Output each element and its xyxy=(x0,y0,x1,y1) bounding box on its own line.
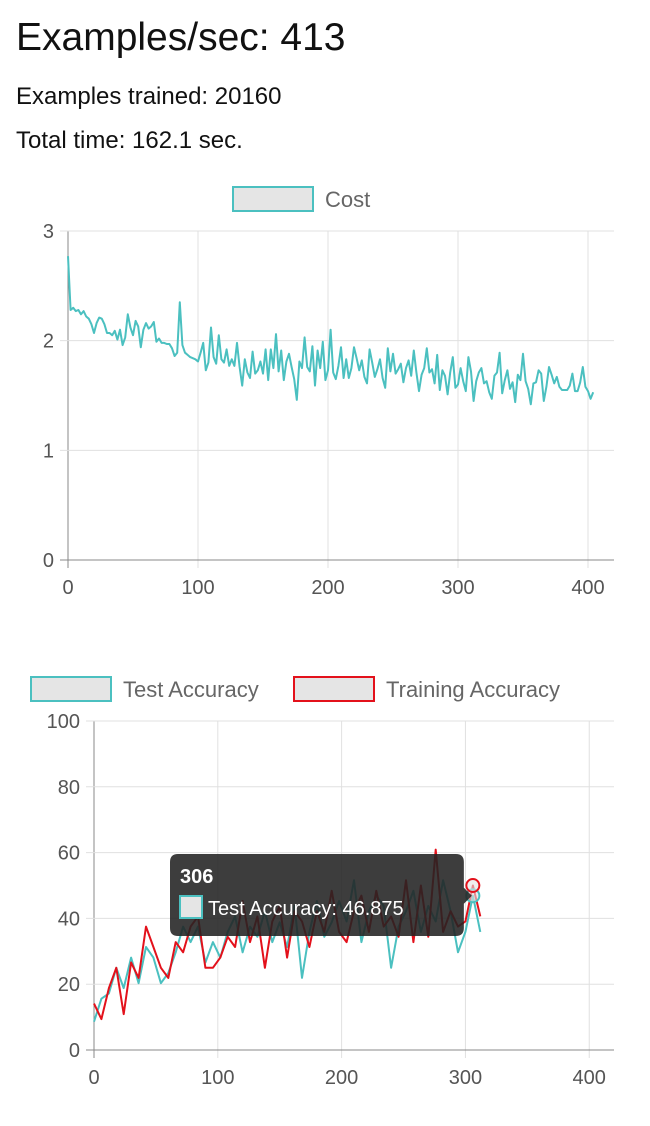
y-tick-label: 40 xyxy=(58,908,80,930)
cost-axes: 0 100 200 300 400 0 1 2 3 xyxy=(43,221,605,599)
x-tick-label: 200 xyxy=(325,1067,358,1089)
examples-per-sec-title: Examples/sec: 413 xyxy=(16,16,346,59)
cost-series xyxy=(67,256,595,406)
examples-trained-text: Examples trained: 20160 xyxy=(16,83,282,110)
y-tick-label: 60 xyxy=(58,843,80,865)
tooltip-box xyxy=(170,854,472,936)
accuracy-chart: Test Accuracy Training Accuracy 0 100 200 30… xyxy=(30,676,614,1089)
legend-label: Cost xyxy=(325,187,370,212)
y-tick-label: 20 xyxy=(58,974,80,996)
hover-point-marker xyxy=(465,878,481,893)
tooltip-body: Test Accuracy: 46.875 xyxy=(208,898,404,920)
x-tick-label: 0 xyxy=(88,1067,99,1089)
x-tick-label: 400 xyxy=(573,1067,606,1089)
accuracy-grid xyxy=(86,720,614,1058)
legend-label: Training Accuracy xyxy=(386,677,560,702)
cost-grid xyxy=(60,230,614,568)
y-tick-label: 3 xyxy=(43,221,54,243)
accuracy-axes: 0 100 200 300 400 0 20 40 60 80 100 xyxy=(47,711,606,1089)
y-tick-label: 1 xyxy=(43,440,54,462)
legend-swatch xyxy=(30,676,112,702)
legend-swatch xyxy=(232,186,314,212)
y-tick-label: 0 xyxy=(69,1040,80,1062)
series-line-a xyxy=(67,256,595,406)
accuracy-tooltip: 306 Test Accuracy: 46.875 xyxy=(170,854,481,936)
y-tick-label: 0 xyxy=(43,550,54,572)
accuracy-legend[interactable]: Test Accuracy Training Accuracy xyxy=(30,676,560,702)
y-tick-label: 100 xyxy=(47,711,80,733)
x-tick-label: 100 xyxy=(181,577,214,599)
cost-chart: Cost 0 100 200 300 400 0 1 2 3 xyxy=(43,186,614,599)
total-time-text: Total time: 162.1 sec. xyxy=(16,127,243,154)
x-tick-label: 300 xyxy=(441,577,474,599)
y-tick-label: 80 xyxy=(58,777,80,799)
x-tick-label: 0 xyxy=(62,577,73,599)
x-tick-label: 100 xyxy=(201,1067,234,1089)
tooltip-title: 306 xyxy=(180,866,213,888)
x-tick-label: 200 xyxy=(311,577,344,599)
legend-item-test-accuracy[interactable]: Test Accuracy xyxy=(30,676,259,702)
legend-swatch xyxy=(293,676,375,702)
x-tick-label: 300 xyxy=(449,1067,482,1089)
legend-item-training-accuracy[interactable]: Training Accuracy xyxy=(293,676,560,702)
cost-legend[interactable]: Cost xyxy=(232,186,370,212)
tooltip-swatch xyxy=(179,895,203,919)
legend-item-cost[interactable]: Cost xyxy=(232,186,370,212)
legend-label: Test Accuracy xyxy=(123,677,259,702)
y-tick-label: 2 xyxy=(43,331,54,353)
x-tick-label: 400 xyxy=(571,577,604,599)
